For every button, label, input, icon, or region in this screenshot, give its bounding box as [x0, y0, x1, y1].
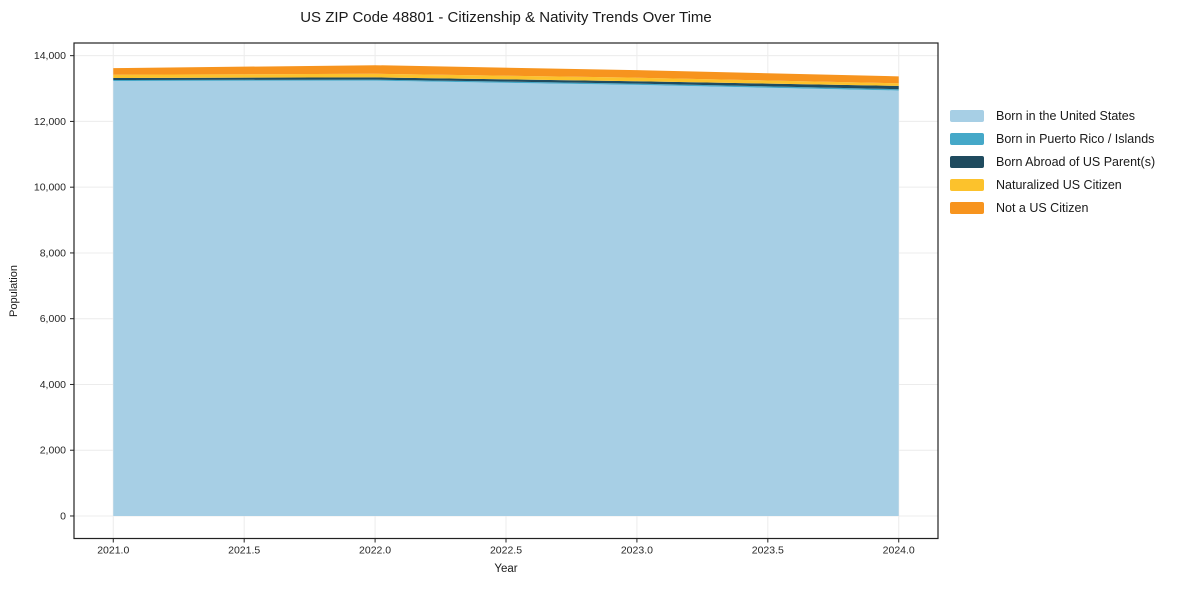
y-tick-label: 0	[60, 510, 66, 522]
legend-label: Born in the United States	[996, 108, 1135, 123]
y-tick-label: 8,000	[40, 247, 66, 259]
legend-label: Born in Puerto Rico / Islands	[996, 131, 1155, 146]
legend-item: Not a US Citizen	[950, 196, 1155, 219]
y-tick-label: 12,000	[34, 116, 66, 128]
area-series-3	[113, 73, 899, 86]
legend-swatch	[950, 155, 984, 168]
x-tick-label: 2022.5	[490, 545, 522, 557]
y-tick-label: 4,000	[40, 379, 66, 391]
legend-swatch	[950, 178, 984, 191]
x-tick-label: 2022.0	[359, 545, 391, 557]
legend-swatch	[950, 201, 984, 214]
x-tick-label: 2024.0	[883, 545, 915, 557]
legend-label: Born Abroad of US Parent(s)	[996, 154, 1156, 169]
x-axis-label: Year	[494, 563, 518, 575]
x-tick-label: 2023.0	[621, 545, 653, 557]
legend-label: Naturalized US Citizen	[996, 177, 1122, 192]
legend-swatch	[950, 109, 984, 122]
x-tick-label: 2021.5	[228, 545, 260, 557]
legend-item: Naturalized US Citizen	[950, 173, 1155, 196]
legend-swatch	[950, 132, 984, 145]
y-tick-label: 2,000	[40, 445, 66, 457]
area-series-2	[113, 77, 899, 90]
y-tick-label: 10,000	[34, 182, 66, 194]
area-series-1	[113, 79, 899, 91]
area-series-4	[113, 65, 899, 84]
x-tick-label: 2021.0	[97, 545, 129, 557]
x-tick-label: 2023.5	[752, 545, 784, 557]
legend-label: Not a US Citizen	[996, 200, 1089, 215]
legend-item: Born in Puerto Rico / Islands	[950, 127, 1155, 150]
y-tick-label: 14,000	[34, 50, 66, 62]
legend-item: Born in the United States	[950, 104, 1155, 127]
legend: Born in the United States Born in Puerto …	[950, 104, 1155, 219]
legend-item: Born Abroad of US Parent(s)	[950, 150, 1155, 173]
y-tick-label: 6,000	[40, 313, 66, 325]
area-series-0	[113, 80, 899, 516]
chart-title: US ZIP Code 48801 - Citizenship & Nativi…	[300, 9, 712, 26]
y-axis-label: Population	[8, 265, 20, 317]
